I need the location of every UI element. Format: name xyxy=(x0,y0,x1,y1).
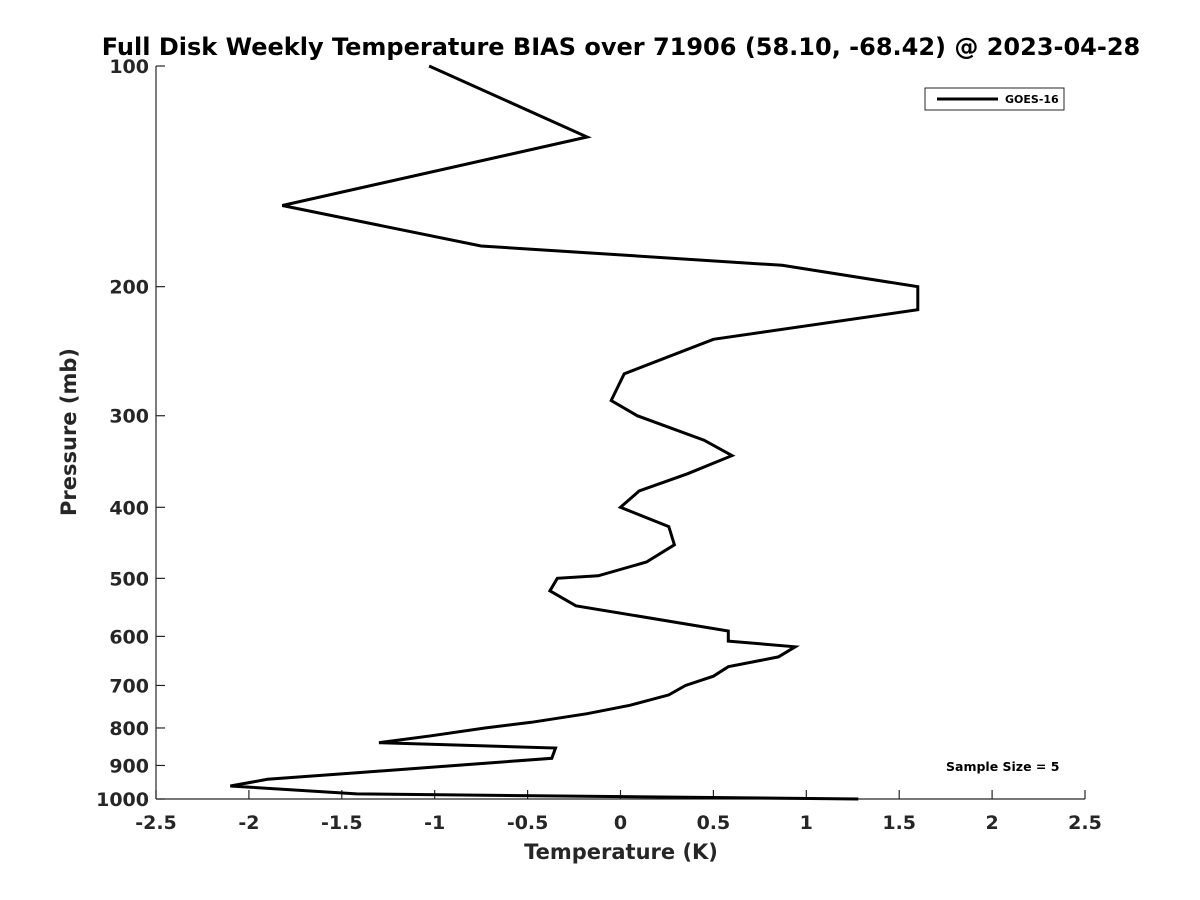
legend: GOES-16 xyxy=(924,87,1065,111)
y-tick-label: 900 xyxy=(109,755,149,777)
x-ticks: -2.5 -2 -1.5 -1 -0.5 0 0.5 1 1.5 2 2.5 xyxy=(135,790,1102,834)
x-tick-label: -0.5 xyxy=(507,812,549,834)
series-line-goes-16 xyxy=(230,64,920,801)
chart-title: Full Disk Weekly Temperature BIAS over 7… xyxy=(102,33,1141,61)
y-tick-label: 800 xyxy=(109,718,149,740)
x-tick-label: 0 xyxy=(614,812,627,834)
x-tick-label: 1.5 xyxy=(882,812,916,834)
x-tick-label: 2 xyxy=(985,812,998,834)
y-tick-label: 100 xyxy=(109,56,149,78)
y-tick-label: 200 xyxy=(109,277,149,299)
series-layer xyxy=(230,64,920,801)
y-ticks: 100 200 300 400 500 600 700 800 900 1000 xyxy=(96,56,165,811)
y-tick-label: 700 xyxy=(109,675,149,697)
x-axis-label: Temperature (K) xyxy=(524,840,718,864)
x-tick-label: 0.5 xyxy=(697,812,731,834)
y-tick-label: 1000 xyxy=(96,789,149,811)
y-tick-label: 400 xyxy=(109,497,149,519)
y-tick-label: 300 xyxy=(109,406,149,428)
legend-label-goes-16: GOES-16 xyxy=(1005,93,1059,106)
x-tick-label: -2 xyxy=(238,812,259,834)
y-axis-label: Pressure (mb) xyxy=(57,348,81,516)
x-tick-label: -2.5 xyxy=(135,812,177,834)
x-tick-label: -1.5 xyxy=(321,812,363,834)
y-tick-label: 500 xyxy=(109,568,149,590)
x-tick-label: 1 xyxy=(800,812,813,834)
x-tick-label: 2.5 xyxy=(1068,812,1102,834)
sample-size-annotation: Sample Size = 5 xyxy=(946,759,1059,774)
y-tick-label: 600 xyxy=(109,626,149,648)
x-tick-label: -1 xyxy=(424,812,445,834)
